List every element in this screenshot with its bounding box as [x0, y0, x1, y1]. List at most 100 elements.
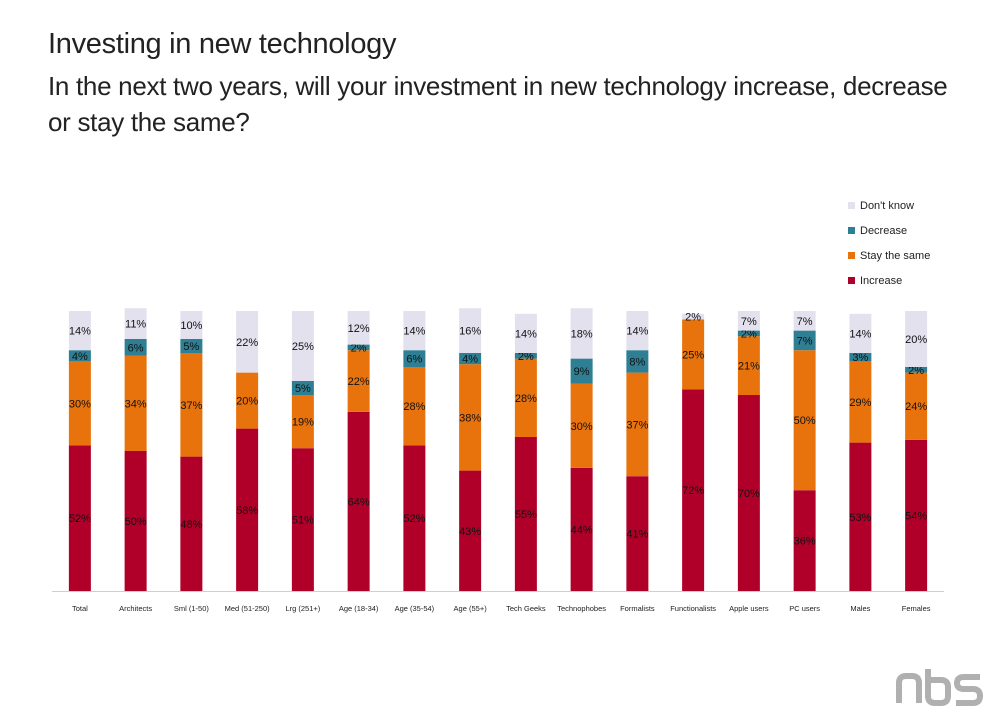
data-label: 7%: [741, 316, 757, 328]
data-label: 48%: [180, 519, 202, 531]
data-label: 2%: [685, 312, 701, 324]
bar-segment: [347, 311, 370, 345]
bar-segment: [682, 389, 705, 591]
data-label: 6%: [128, 342, 144, 354]
legend-label: Don't know: [860, 200, 914, 212]
x-tick-label: Med (51-250): [225, 604, 271, 613]
data-label: 14%: [626, 326, 648, 338]
data-label: 36%: [794, 536, 816, 548]
x-tick-label: Sml (1-50): [174, 604, 210, 613]
x-tick-label: Architects: [119, 604, 152, 613]
bar-segment: [793, 311, 816, 331]
data-label: 20%: [905, 334, 927, 346]
bar-segment: [905, 439, 928, 591]
bar-segment: [737, 330, 760, 337]
data-label: 52%: [403, 513, 425, 525]
bar-segment: [514, 358, 537, 437]
data-label: 44%: [571, 524, 593, 536]
page-title: Investing in new technology: [48, 28, 397, 60]
data-label: 41%: [626, 529, 648, 541]
data-label: 14%: [515, 328, 537, 340]
bar-segment: [403, 367, 426, 446]
x-tick-label: Lrg (251+): [285, 604, 320, 613]
legend-swatch: [848, 227, 855, 234]
legend-swatch: [848, 202, 855, 209]
bar-segment: [403, 350, 426, 367]
bar-segment: [124, 451, 147, 591]
bar-segment: [737, 311, 760, 331]
data-label: 51%: [292, 515, 314, 527]
data-label: 72%: [682, 485, 704, 497]
data-label: 2%: [351, 342, 367, 354]
bar-segment: [905, 372, 928, 440]
bar-segment: [180, 339, 203, 353]
data-label: 52%: [69, 513, 91, 525]
x-tick-label: Age (18-34): [339, 604, 379, 613]
bar-segment: [514, 313, 537, 353]
x-tick-label: Technophobes: [557, 604, 606, 613]
legend-swatch: [848, 252, 855, 259]
data-label: 28%: [515, 393, 537, 405]
bar-segment: [737, 336, 760, 395]
data-label: 22%: [236, 337, 258, 349]
data-label: 2%: [741, 328, 757, 340]
x-tick-label: Functionalists: [670, 604, 716, 613]
bar-segment: [459, 470, 482, 591]
bar-segment: [514, 353, 537, 359]
bar-segment: [682, 313, 705, 320]
data-label: 4%: [72, 351, 88, 363]
x-tick-label: Tech Geeks: [506, 604, 546, 613]
data-label: 11%: [125, 319, 146, 331]
data-label: 30%: [571, 421, 593, 433]
x-tick-label: Formalists: [620, 604, 655, 613]
data-label: 25%: [292, 341, 314, 353]
x-tick-label: Age (55+): [454, 604, 488, 613]
data-label: 30%: [69, 398, 91, 410]
legend-label: Stay the same: [860, 250, 930, 262]
data-label: 29%: [849, 397, 871, 409]
nbs-logo-icon: [896, 669, 983, 706]
data-label: 14%: [849, 328, 871, 340]
data-label: 37%: [626, 419, 648, 431]
data-label: 2%: [908, 365, 924, 377]
bar-segment: [180, 353, 203, 457]
bar-segment: [124, 339, 147, 356]
bar-segment: [793, 330, 816, 351]
bar-segment: [347, 411, 370, 591]
data-label: 18%: [571, 328, 593, 340]
data-label: 12%: [348, 323, 370, 335]
data-label: 50%: [794, 415, 816, 427]
bar-segment: [68, 361, 91, 446]
data-label: 9%: [574, 366, 590, 378]
bar-segment: [849, 353, 872, 362]
data-label: 21%: [738, 361, 760, 373]
bar-segment: [291, 381, 314, 395]
data-label: 25%: [682, 349, 704, 361]
data-label: 28%: [403, 401, 425, 413]
bar-segment: [124, 355, 147, 451]
data-label: 20%: [236, 396, 258, 408]
bar-segment: [403, 311, 426, 351]
page-subtitle: In the next two years, will your investm…: [48, 71, 948, 137]
data-label: 55%: [515, 509, 537, 521]
data-label: 50%: [125, 516, 147, 528]
bar-segment: [291, 395, 314, 449]
bar-segment: [68, 445, 91, 591]
data-label: 10%: [180, 320, 202, 332]
bar-segment: [68, 350, 91, 362]
data-label: 54%: [905, 510, 927, 522]
data-label: 19%: [292, 417, 314, 429]
bar-segment: [682, 319, 705, 390]
bar-segment: [626, 350, 649, 373]
data-label: 8%: [629, 356, 645, 368]
data-label: 6%: [406, 354, 422, 366]
bar-segment: [459, 353, 482, 365]
bar-segment: [236, 372, 259, 429]
legend-label: Decrease: [860, 225, 907, 237]
bar-segment: [236, 428, 259, 591]
data-label: 24%: [905, 401, 927, 413]
bar-segment: [905, 367, 928, 373]
data-label: 2%: [518, 351, 534, 363]
bar-segment: [124, 308, 147, 339]
data-label: 3%: [852, 352, 868, 364]
